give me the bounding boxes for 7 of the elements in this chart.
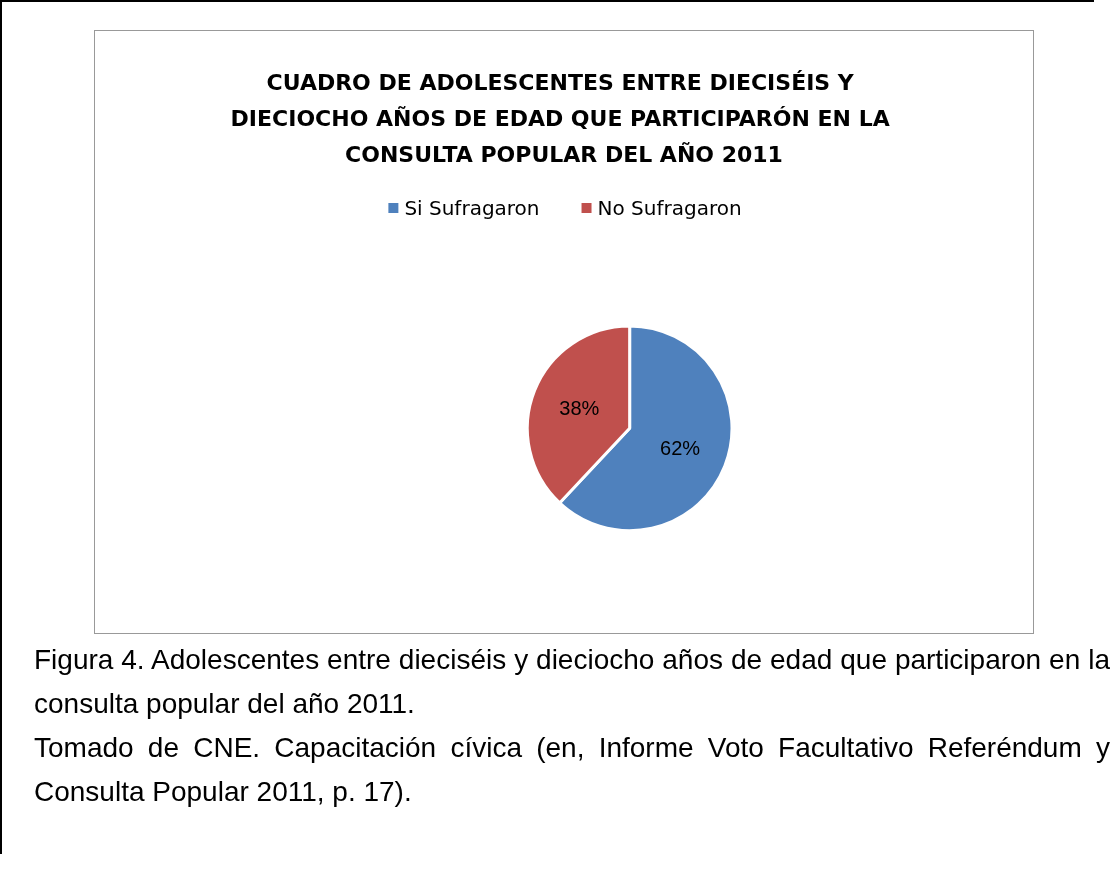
legend-label: Si Sufragaron: [404, 196, 540, 220]
legend-label: No Sufragaron: [597, 196, 742, 220]
data-label: 38%: [559, 397, 600, 420]
data-label: 62%: [660, 437, 701, 460]
text: Figura 4. Adolescentes entre dieciséis y dieciocho años de edad que participaron en la consulta popular del año 2011.: [34, 643, 1110, 721]
chart-title: CUADRO DE ADOLESCENTES ENTRE DIECISÉIS Y DIECIOCHO AÑOS DE EDAD QUE PARTICIPARÓN EN LA CONSULTA POPULAR DEL AÑO 2011: [230, 69, 898, 167]
text: Tomado de CNE. Capacitación cívica (en, Informe Voto Facultativo Referéndum y Consulta Popular 2011, p. 17).: [34, 731, 1110, 809]
